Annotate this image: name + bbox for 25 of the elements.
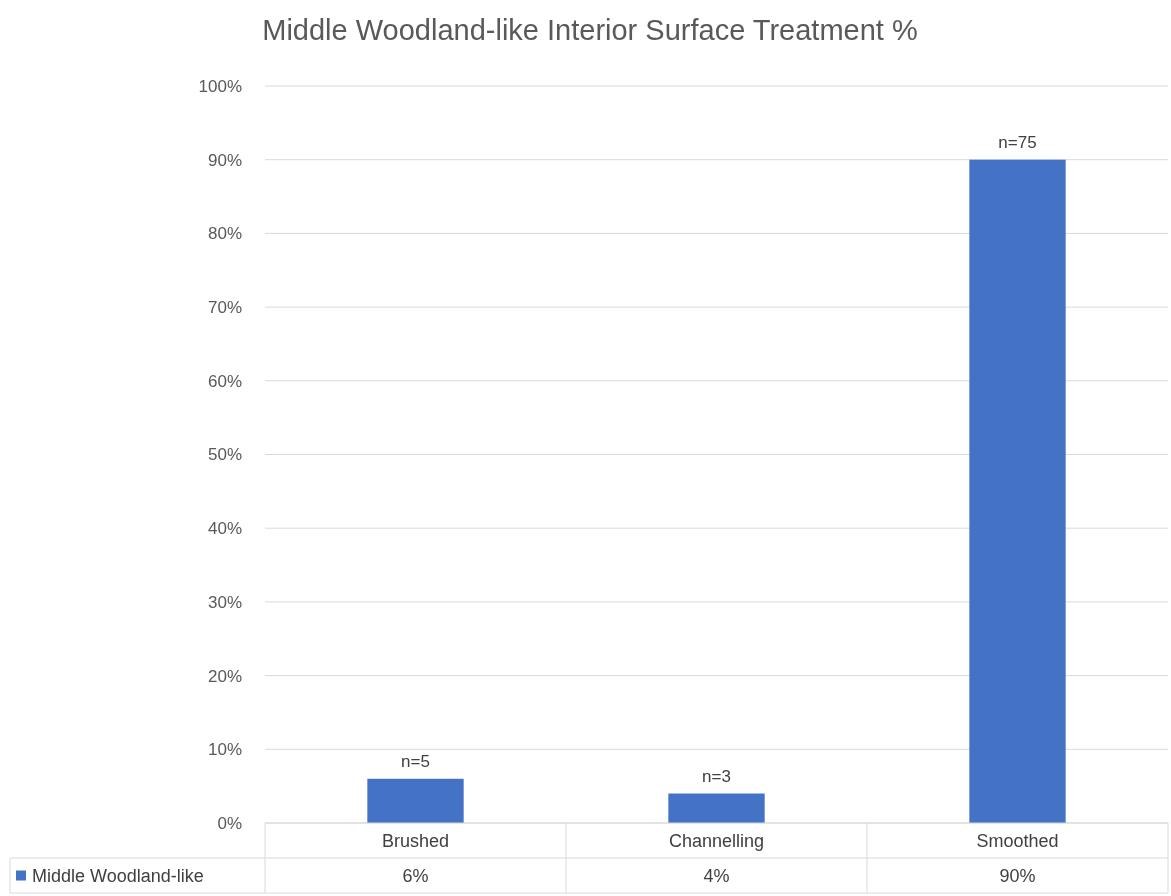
y-tick-label: 10%: [207, 740, 242, 760]
annotation: n=75: [998, 132, 1037, 152]
legend-label: Middle Woodland-like: [32, 865, 204, 886]
x-tick-label: Brushed: [381, 830, 450, 851]
y-tick-label: 20%: [207, 666, 242, 686]
x-tick-label: Channelling: [668, 830, 765, 851]
bar: [668, 793, 765, 823]
y-tick-label: 100%: [198, 76, 242, 96]
y-tick-label: 60%: [207, 371, 242, 391]
data-label: 6%: [402, 865, 429, 886]
y-tick-label: 0%: [217, 813, 242, 833]
bar: [367, 778, 464, 823]
data-label: 90%: [999, 865, 1036, 886]
bar: [969, 159, 1066, 823]
x-tick-label: Smoothed: [976, 830, 1059, 851]
data-label: 4%: [703, 865, 730, 886]
y-tick-label: 80%: [207, 224, 242, 244]
y-tick-label: 90%: [207, 150, 242, 170]
y-tick-label: 50%: [207, 445, 242, 465]
y-tick-label: 30%: [207, 592, 242, 612]
y-tick-label: 70%: [207, 298, 242, 318]
annotation: n=5: [401, 751, 430, 771]
y-tick-label: 40%: [207, 519, 242, 539]
annotation: n=3: [702, 766, 731, 786]
chart-title: Middle Woodland-like Interior Surface Treatment %: [262, 14, 918, 46]
